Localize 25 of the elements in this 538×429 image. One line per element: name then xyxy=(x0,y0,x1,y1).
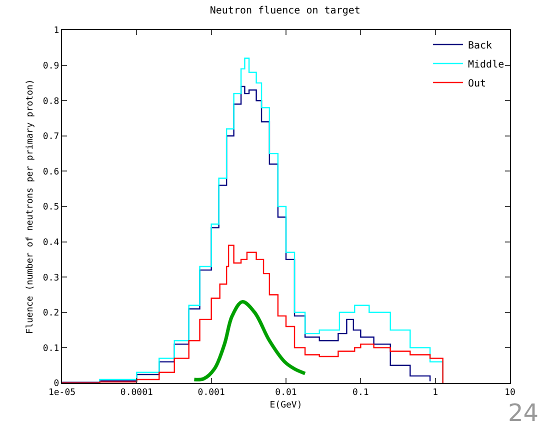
y-tick-label: 0.9 xyxy=(42,61,60,72)
x-tick-label: 0.1 xyxy=(352,388,369,398)
y-tick-label: 1 xyxy=(54,26,60,36)
x-tick-label: 0.01 xyxy=(275,388,297,398)
legend-label: Back xyxy=(468,40,492,52)
x-tick-label: 1 xyxy=(432,388,438,398)
y-tick-label: 0.3 xyxy=(42,273,60,284)
x-tick-label: 0.0001 xyxy=(120,388,153,398)
y-tick-label: 0.6 xyxy=(42,167,60,178)
y-tick-label: 0.5 xyxy=(42,202,60,213)
y-tick-label: 0.7 xyxy=(42,132,60,142)
y-tick-label: 0.2 xyxy=(42,308,60,319)
legend-label: Middle xyxy=(468,59,504,70)
text: 24 xyxy=(508,399,538,427)
x-tick-label: 10 xyxy=(504,388,516,398)
x-tick-label: 0.001 xyxy=(198,388,225,398)
y-tick-label: 0.4 xyxy=(42,238,60,248)
x-axis-title: E(GeV) xyxy=(270,400,302,411)
legend-label: Out xyxy=(468,78,486,90)
x-tick-label: 1e-05 xyxy=(48,388,76,398)
y-tick-label: 0.1 xyxy=(42,344,60,354)
y-tick-label: 0.8 xyxy=(42,96,60,107)
y-axis-title: Fluence (number of neutrons per primary proton) xyxy=(25,79,36,334)
chart-title: Neutron fluence on target xyxy=(210,5,360,16)
y-tick-label: 0 xyxy=(54,379,60,390)
